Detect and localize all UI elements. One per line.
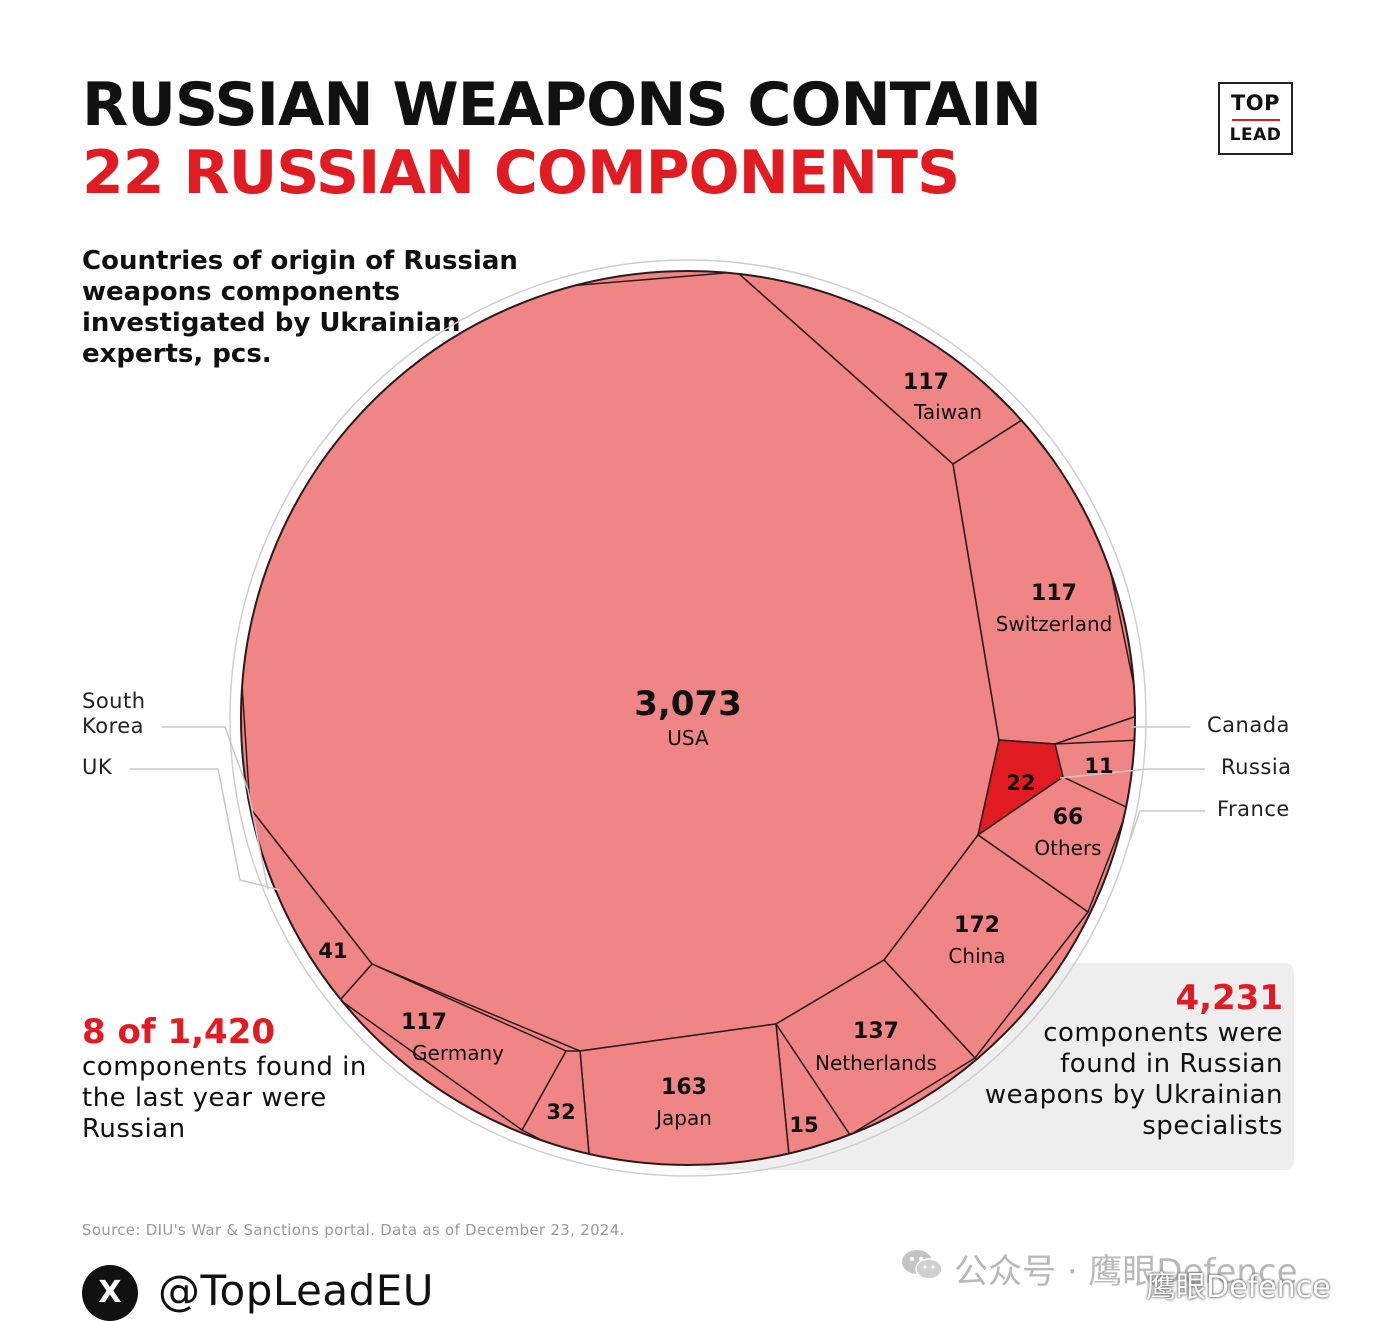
label-uk: UK [82,755,113,779]
corner-watermark: 鹰眼Defence [1146,1270,1331,1305]
callout-background [700,963,1294,1170]
toplead-logo: TOP LEAD [1218,82,1293,155]
value-15: 15 [789,1113,818,1137]
callout-left-figure: 8 of 1,420 [82,1012,276,1052]
value-switzerland: 117 [1031,581,1077,606]
callout-right-figure: 4,231 [1175,978,1283,1018]
label-china: China [948,944,1005,968]
value-japan: 163 [661,1075,707,1100]
label-taiwan: Taiwan [913,400,982,424]
value-usa: 3,073 [634,684,742,724]
logo-top-text: TOP [1230,91,1281,115]
watermark-text: 公众号 · 鹰眼Defence [954,1252,1298,1292]
logo-bottom-text: LEAD [1229,125,1282,145]
source-note: Source: DIU's War & Sanctions portal. Da… [82,1221,625,1239]
wechat-watermark: 公众号 · 鹰眼Defence [900,1244,1298,1293]
label-france: France [1217,797,1290,821]
label-russia: Russia [1221,755,1292,779]
leader-line-south-korea [162,726,269,891]
label-canada: Canada [1207,713,1290,737]
x-icon[interactable]: X [82,1265,138,1321]
social-handle[interactable]: @TopLeadEU [158,1266,435,1315]
outer-ring [229,259,1147,1177]
label-south-korea: South Korea [82,689,146,738]
label-others: Others [1034,836,1101,860]
value-russia: 22 [1006,771,1035,795]
value-taiwan: 117 [903,370,949,395]
value-china: 172 [954,913,1000,938]
label-germany: Germany [412,1041,504,1065]
value-41: 41 [318,939,347,963]
chart-subtitle: Countries of origin of Russian weapons c… [82,246,518,369]
label-usa: USA [667,726,709,750]
chart-title-line-1: RUSSIAN WEAPONS CONTAIN [82,70,1042,140]
leader-line-uk [130,768,281,891]
callout-right-text: components were found in Russian weapons… [984,1018,1283,1141]
value-32: 32 [546,1100,575,1124]
label-netherlands: Netherlands [815,1051,937,1075]
value-germany: 117 [401,1010,447,1035]
value-11: 11 [1084,754,1113,778]
value-others: 66 [1053,805,1084,830]
logo-divider [1231,119,1280,121]
callout-left: 8 of 1,420 components found in the last … [82,1012,402,1145]
wechat-icon [900,1247,944,1292]
value-netherlands: 137 [853,1019,899,1044]
chart-outline [240,270,1136,1166]
chart-title-line-2: 22 RUSSIAN COMPONENTS [82,138,960,208]
leader-line-france [1129,810,1205,841]
callout-left-text: components found in the last year were R… [82,1052,367,1144]
callout-right: 4,231 components were found in Russian w… [975,978,1283,1142]
leader-line-russia [1059,768,1205,779]
label-japan: Japan [654,1106,712,1130]
label-switzerland: Switzerland [996,612,1113,636]
